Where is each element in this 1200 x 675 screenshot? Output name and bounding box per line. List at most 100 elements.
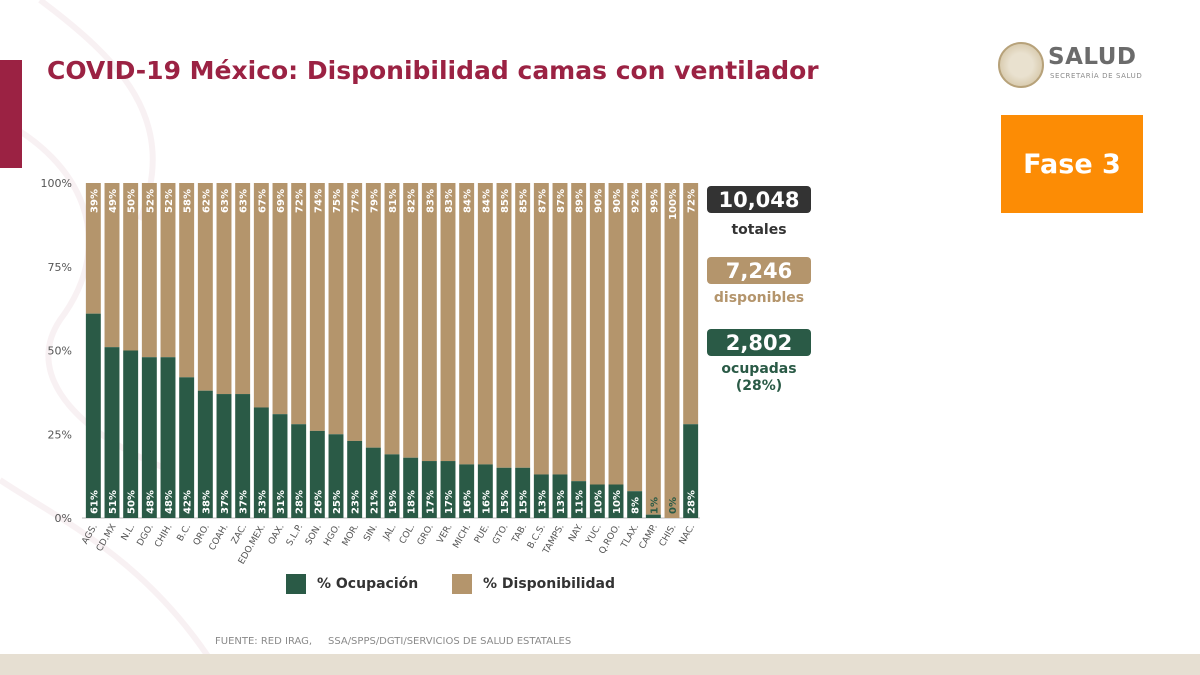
footer-strip — [0, 654, 1200, 675]
bar-available — [552, 183, 568, 475]
available-value-label: 75% — [332, 189, 343, 213]
x-tick-label: NAY. — [567, 523, 585, 544]
occupied-value-label: 13% — [556, 490, 567, 514]
available-value-label: 83% — [444, 189, 455, 213]
available-value-label: 90% — [612, 189, 623, 213]
available-beds-label: disponibles — [713, 290, 805, 306]
bar-occupied — [515, 467, 531, 518]
available-value-label: 39% — [89, 189, 100, 213]
occupied-value-label: 8% — [631, 497, 642, 514]
y-tick-label: 100% — [41, 177, 72, 190]
bar-available — [123, 183, 139, 351]
occupied-value-label: 15% — [500, 490, 511, 514]
available-beds-value: 7,246 — [707, 257, 811, 284]
bar-available — [477, 183, 493, 465]
bar-available — [683, 183, 699, 425]
occupied-value-label: 33% — [257, 490, 268, 514]
bar-available — [104, 183, 120, 348]
available-value-label: 52% — [145, 189, 156, 213]
occupied-value-label: 18% — [407, 490, 418, 514]
available-value-label: 50% — [127, 189, 138, 213]
bar-available — [85, 183, 101, 314]
bar-occupied — [235, 394, 251, 518]
x-tick-label: MOR. — [341, 523, 361, 548]
bar-available — [515, 183, 531, 468]
occupied-label-line2: (28%) — [735, 378, 783, 394]
occupied-value-label: 42% — [183, 490, 194, 514]
bar-occupied — [216, 394, 232, 518]
occupied-value-label: 1% — [649, 497, 660, 514]
bar-available — [253, 183, 269, 408]
bar-available — [421, 183, 437, 462]
legend-occupied-swatch — [286, 574, 306, 594]
x-tick-label: N.L. — [120, 523, 137, 543]
occupied-value-label: 17% — [425, 490, 436, 514]
legend-available: % Disponibilidad — [452, 574, 615, 594]
bar-available — [197, 183, 213, 391]
bar-occupied — [403, 457, 419, 518]
total-beds-label: totales — [731, 222, 787, 238]
bar-occupied — [627, 491, 643, 518]
x-tick-label: GRO. — [416, 523, 436, 548]
y-tick-label: 25% — [48, 428, 72, 441]
x-tick-label: TAB. — [510, 523, 529, 546]
salud-logo: SALUD SECRETARÍA DE SALUD — [998, 40, 1158, 88]
legend-occupied-label: % Ocupación — [317, 576, 419, 592]
occupied-value-label: 11% — [575, 490, 586, 514]
x-tick-label: AGS. — [80, 523, 99, 547]
bar-occupied — [347, 440, 363, 518]
bar-occupied — [197, 390, 213, 518]
occupied-beds-label: ocupadas (28%) — [689, 361, 829, 395]
x-tick-label: SIN. — [362, 523, 380, 544]
available-value-label: 63% — [239, 189, 250, 213]
available-value-label: 84% — [481, 189, 492, 213]
occupied-value-label: 21% — [369, 490, 380, 514]
occupied-value-label: 48% — [145, 490, 156, 514]
bar-available — [179, 183, 195, 378]
occupied-value-label: 51% — [108, 490, 119, 514]
occupied-beds-value: 2,802 — [707, 329, 811, 356]
x-tick-label: S.L.P. — [285, 523, 305, 548]
occupied-value-label: 37% — [239, 490, 250, 514]
x-tick-label: VER. — [436, 523, 455, 546]
x-tick-label: SON. — [304, 523, 324, 547]
x-tick-label: CAMP. — [638, 523, 660, 551]
bar-available — [309, 183, 325, 431]
occupied-value-label: 16% — [463, 490, 474, 514]
bar-occupied — [160, 357, 176, 518]
bar-occupied — [272, 414, 288, 518]
bar-occupied — [645, 514, 661, 518]
available-value-label: 79% — [369, 189, 380, 213]
bar-available — [365, 183, 381, 448]
available-value-label: 72% — [687, 189, 698, 213]
x-tick-label: NAC. — [678, 523, 698, 547]
occupied-value-label: 10% — [612, 490, 623, 514]
page-title: COVID-19 México: Disponibilidad camas co… — [47, 56, 819, 85]
available-value-label: 67% — [257, 189, 268, 213]
x-tick-label: GTO. — [491, 523, 511, 547]
bar-available — [291, 183, 307, 425]
x-tick-label: JAL. — [381, 523, 398, 543]
available-value-label: 87% — [537, 189, 548, 213]
bar-occupied — [309, 430, 325, 518]
available-value-label: 84% — [463, 189, 474, 213]
bar-occupied — [421, 461, 437, 518]
bar-available — [347, 183, 363, 441]
y-tick-label: 50% — [48, 345, 72, 358]
bar-occupied — [85, 313, 101, 518]
occupied-label-line1: ocupadas — [721, 361, 797, 377]
bar-occupied — [459, 464, 475, 518]
logo-subtext: SECRETARÍA DE SALUD — [1050, 72, 1143, 80]
x-tick-label: ZAC. — [230, 523, 249, 546]
occupied-value-label: 16% — [481, 490, 492, 514]
occupied-value-label: 13% — [537, 490, 548, 514]
bar-occupied — [384, 454, 400, 518]
phase-badge: Fase 3 — [1001, 115, 1143, 213]
available-value-label: 92% — [631, 189, 642, 213]
available-value-label: 49% — [108, 189, 119, 213]
accent-bar — [0, 60, 22, 168]
occupied-value-label: 19% — [388, 490, 399, 514]
occupied-value-label: 38% — [201, 490, 212, 514]
x-tick-label: PUE. — [473, 523, 492, 546]
